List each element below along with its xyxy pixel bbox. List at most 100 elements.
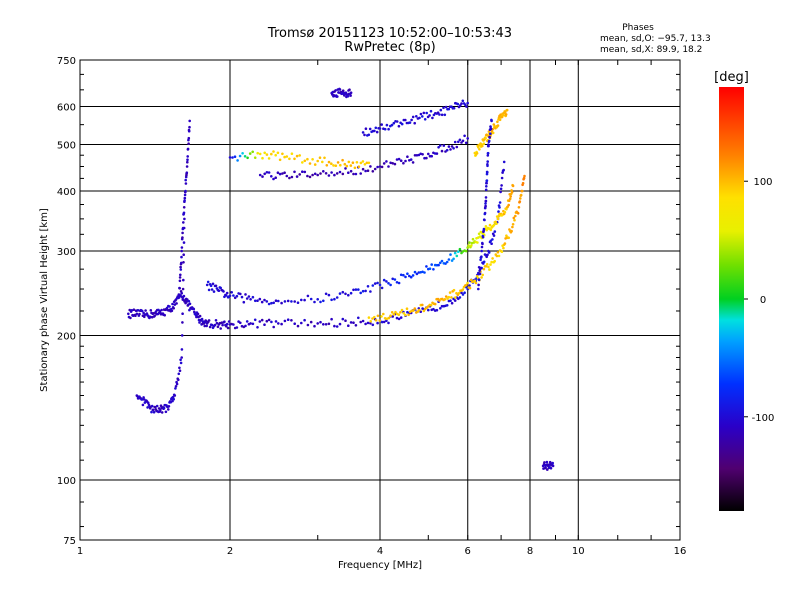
trace-sample (138, 312, 141, 316)
trace-sample (387, 282, 390, 285)
trace-sample (428, 114, 431, 117)
trace-sample (484, 136, 487, 140)
trace-sample (387, 316, 391, 320)
trace-sample (425, 111, 429, 115)
trace-sample (177, 378, 180, 382)
trace-sample (411, 115, 415, 119)
trace-sample (184, 178, 187, 182)
trace-sample (179, 268, 183, 271)
trace-sample (391, 277, 395, 281)
trace-sample (404, 313, 407, 317)
y-tick-label-400: 400 (57, 187, 76, 198)
trace-sample (322, 170, 325, 173)
trace-sample (503, 110, 507, 114)
trace-sample (209, 284, 213, 288)
trace-sample (465, 105, 468, 108)
trace-sample (461, 139, 465, 143)
trace-sample (439, 144, 442, 147)
trace-sample (267, 302, 271, 306)
trace-sample (311, 158, 314, 161)
data-point (490, 119, 493, 123)
trace-sample (179, 265, 182, 269)
trace-sample (455, 254, 459, 258)
trace-sample (449, 253, 452, 256)
trace-sample (406, 272, 409, 276)
trace-sample (382, 278, 386, 282)
colorbar-label: [deg] (714, 70, 749, 85)
trace-sample (361, 319, 365, 323)
trace-sample (180, 246, 184, 249)
trace-sample (397, 124, 401, 128)
trace-sample (458, 296, 462, 299)
trace-sample (432, 268, 435, 271)
trace-sample (507, 236, 511, 240)
trace-sample (489, 127, 493, 131)
trace-sample (181, 231, 184, 235)
data-point (466, 101, 470, 105)
trace-sample (355, 161, 359, 164)
trace-sample (383, 127, 387, 131)
trace-sample (432, 307, 435, 311)
trace-sample (480, 276, 483, 279)
data-point (367, 161, 371, 165)
trace-sample (364, 169, 367, 173)
trace-sample (368, 127, 372, 131)
plot-subtitle: RwPretec (8p) (344, 40, 436, 55)
trace-sample (415, 272, 419, 276)
trace-sample (430, 263, 434, 266)
trace-sample (495, 254, 499, 258)
trace-sample (239, 292, 242, 296)
trace-sample (203, 324, 206, 328)
phase-stats-x: mean, sd,X: 89.9, 18.2 (600, 45, 703, 55)
trace-sample (436, 111, 440, 114)
trace-sample (364, 127, 368, 130)
trace-sample (322, 323, 325, 326)
trace-sample (465, 283, 468, 287)
trace-sample (365, 161, 369, 165)
trace-sample (376, 321, 379, 325)
trace-sample (207, 319, 211, 322)
trace-sample (482, 142, 486, 145)
trace-sample (170, 309, 174, 313)
trace-sample (373, 167, 377, 171)
colorbar-tick-label-0: 0 (760, 295, 766, 306)
trace-sample (390, 123, 394, 127)
trace-sample (183, 199, 186, 202)
trace-sample (374, 319, 378, 322)
data-point (487, 265, 490, 269)
trace-sample (182, 221, 185, 224)
trace-sample (366, 321, 370, 325)
trace-sample (435, 152, 439, 155)
trace-sample (301, 170, 304, 173)
trace-sample (487, 139, 491, 143)
trace-sample (270, 301, 273, 305)
trace-sample (241, 152, 244, 155)
trace-sample (429, 109, 433, 113)
trace-sample (488, 136, 492, 139)
trace-sample (333, 173, 336, 177)
trace-sample (286, 299, 290, 303)
trace-sample (493, 230, 497, 233)
grid-lines (80, 60, 680, 540)
data-point (404, 275, 407, 279)
trace-sample (357, 165, 361, 168)
trace-sample (184, 182, 188, 185)
y-tick-label-750: 750 (57, 56, 76, 67)
trace-sample (256, 326, 259, 329)
trace-sample (253, 299, 257, 303)
trace-sample (518, 200, 522, 203)
trace-sample (380, 320, 384, 324)
trace-sample (338, 292, 342, 295)
trace-sample (180, 255, 183, 259)
y-axis-label: Stationary phase Virtual Height [km] (39, 208, 50, 392)
trace-sample (394, 310, 397, 314)
trace-sample (511, 225, 514, 229)
y-tick-label-500: 500 (57, 141, 76, 152)
trace-sample (371, 323, 375, 327)
trace-sample (272, 301, 276, 305)
trace-sample (181, 321, 184, 324)
trace-sample (382, 312, 385, 316)
trace-sample (327, 174, 331, 177)
y-tick-label-75: 75 (63, 536, 76, 547)
trace-sample (322, 299, 325, 303)
